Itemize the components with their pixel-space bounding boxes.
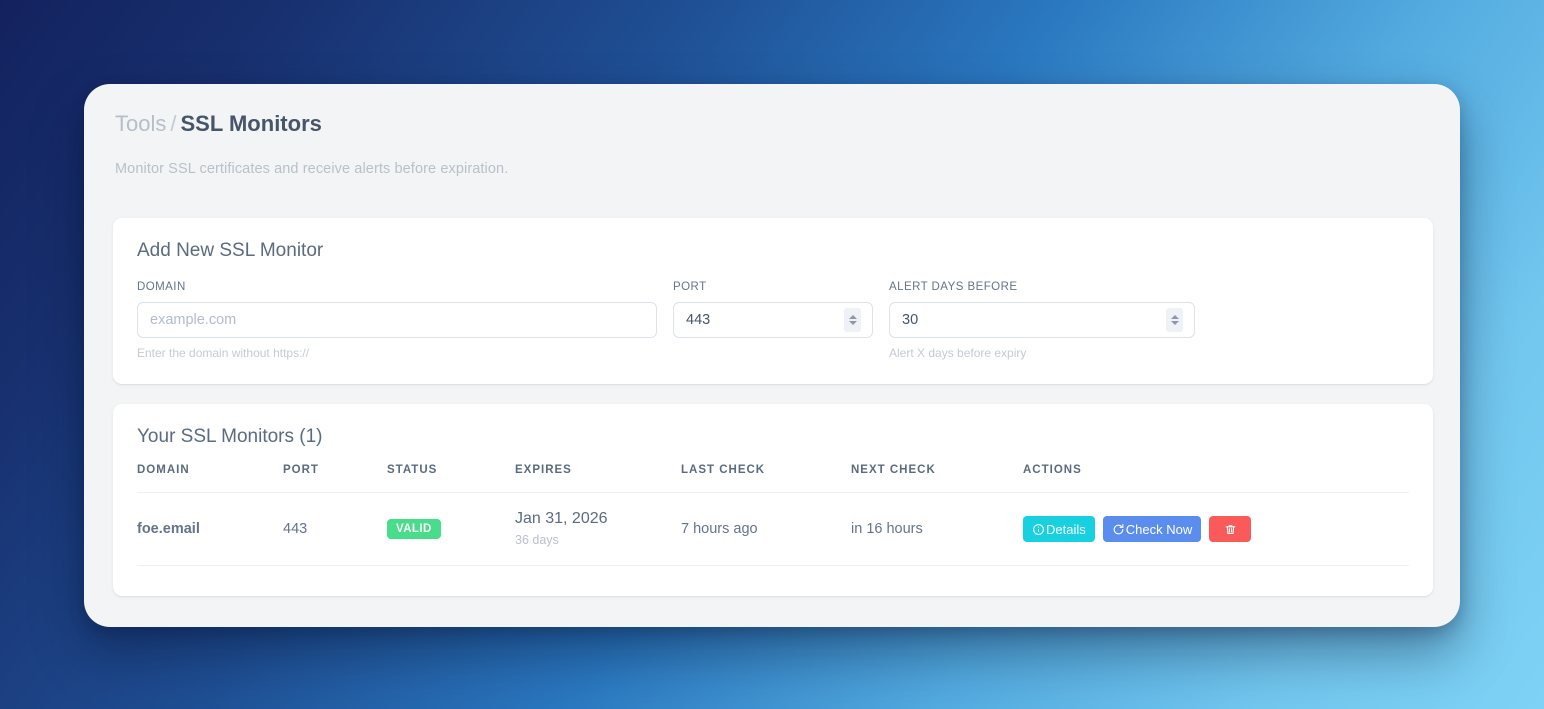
check-now-button[interactable]: Check Now <box>1102 516 1202 542</box>
column-header-domain: DOMAIN <box>137 464 190 476</box>
row-actions: Details Check Now <box>1023 516 1409 542</box>
breadcrumb: Tools / SSL Monitors <box>115 110 322 138</box>
expires-date: Jan 31, 2026 <box>515 510 608 527</box>
add-panel-title: Add New SSL Monitor <box>137 240 324 261</box>
column-header-actions: ACTIONS <box>1023 464 1082 476</box>
trash-icon <box>1225 524 1236 534</box>
check-now-label: Check Now <box>1125 521 1193 537</box>
domain-helper-text: Enter the domain without https:// <box>137 346 310 360</box>
cell-next-check: in 16 hours <box>851 492 1023 566</box>
add-monitor-panel: Add New SSL Monitor DOMAIN Enter the dom… <box>113 218 1433 448</box>
cell-domain: foe.email <box>137 492 283 566</box>
column-header-status: STATUS <box>387 464 438 476</box>
monitors-panel: Your SSL Monitors (1) DOMAIN PORT STATUS… <box>113 404 1433 596</box>
table-header-row: DOMAIN PORT STATUS EXPIRES LAST CHECK NE… <box>137 464 1409 493</box>
page-subtitle: Monitor SSL certificates and receive ale… <box>115 161 509 177</box>
chevron-down-icon <box>1170 321 1179 325</box>
column-header-last-check: LAST CHECK <box>681 464 766 476</box>
chevron-up-icon <box>848 315 857 319</box>
cell-port: 443 <box>283 492 387 566</box>
port-input[interactable] <box>673 302 873 338</box>
alert-days-label: ALERT DAYS BEFORE <box>889 281 1018 293</box>
column-header-expires: EXPIRES <box>515 464 572 476</box>
status-badge: VALID <box>387 519 441 539</box>
port-label: PORT <box>673 281 707 293</box>
cell-status: VALID <box>387 492 515 566</box>
info-circle-icon <box>1033 523 1044 535</box>
domain-label: DOMAIN <box>137 281 186 293</box>
column-header-next-check: NEXT CHECK <box>851 464 936 476</box>
alert-days-input[interactable] <box>889 302 1195 338</box>
cell-last-check: 7 hours ago <box>681 492 851 566</box>
refresh-icon <box>1113 523 1124 534</box>
app-card: Tools / SSL Monitors Monitor SSL certifica… <box>84 84 1460 627</box>
details-label: Details <box>1046 521 1086 537</box>
port-stepper[interactable] <box>844 308 861 332</box>
domain-input[interactable] <box>137 302 657 338</box>
breadcrumb-parent[interactable]: Tools <box>115 111 167 136</box>
table-row: foe.email 443 VALID Jan 31, 2026 36 days… <box>137 492 1409 566</box>
monitors-table: DOMAIN PORT STATUS EXPIRES LAST CHECK NE… <box>137 464 1409 566</box>
cell-expires: Jan 31, 2026 36 days <box>515 492 681 566</box>
alert-days-stepper[interactable] <box>1166 308 1183 332</box>
breadcrumb-separator: / <box>170 111 177 136</box>
chevron-up-icon <box>1170 315 1179 319</box>
column-header-port: PORT <box>283 464 319 476</box>
page-title: SSL Monitors <box>180 111 322 136</box>
expires-days-remaining: 36 days <box>515 533 559 547</box>
delete-button[interactable] <box>1209 516 1252 542</box>
chevron-down-icon <box>848 321 857 325</box>
cell-actions: Details Check Now <box>1023 492 1409 566</box>
details-button[interactable]: Details <box>1023 516 1095 542</box>
monitors-title: Your SSL Monitors (1) <box>137 426 323 447</box>
alert-days-helper-text: Alert X days before expiry <box>889 346 1027 360</box>
